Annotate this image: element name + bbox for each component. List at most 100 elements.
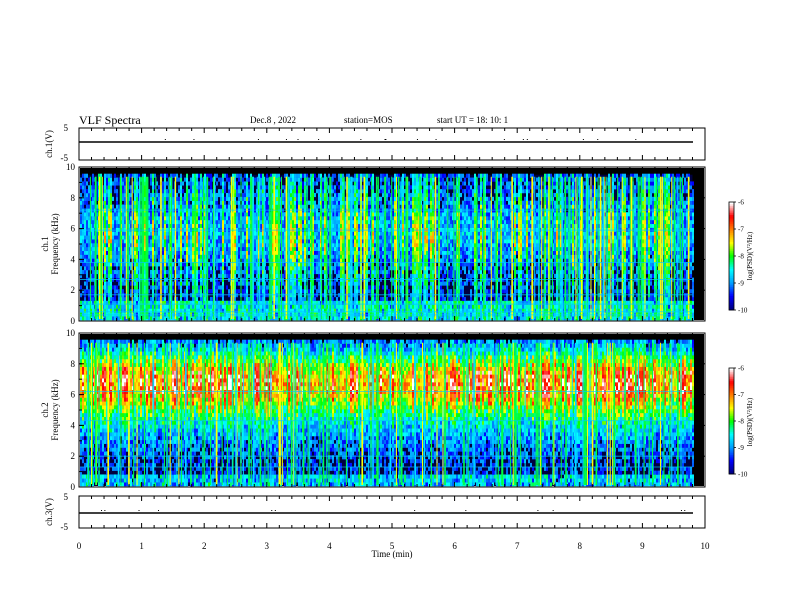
spec-cell xyxy=(104,289,106,294)
spec-cell xyxy=(276,312,278,317)
spec-cell xyxy=(180,235,182,240)
spec-cell xyxy=(186,212,188,217)
spec-cell xyxy=(224,269,226,275)
spec-cell xyxy=(84,181,86,186)
spec-cell xyxy=(186,227,188,232)
spec-cell xyxy=(200,258,202,263)
spec-cell xyxy=(148,219,150,225)
spec-cell xyxy=(358,192,360,198)
spec-cell xyxy=(178,254,180,259)
spec-cell xyxy=(228,200,230,205)
spec-cell xyxy=(314,269,316,275)
spec-cell xyxy=(180,254,182,259)
spec-cell xyxy=(126,235,128,240)
spec-cell xyxy=(112,243,114,248)
spec-cell xyxy=(238,177,240,182)
spec-cell xyxy=(124,266,126,271)
spec-cell xyxy=(334,289,336,294)
spec-cell xyxy=(260,200,262,205)
spec-cell xyxy=(178,250,180,255)
spec-cell xyxy=(104,246,106,251)
spec-cell xyxy=(178,219,180,225)
spec-cell xyxy=(86,235,88,240)
spec-cell xyxy=(200,189,202,194)
spec-cell xyxy=(276,204,278,209)
spec-cell xyxy=(222,296,224,302)
spec-cell xyxy=(148,231,150,236)
spec-cell xyxy=(294,200,296,205)
spec-cell xyxy=(242,316,244,321)
spec-cell xyxy=(196,181,198,186)
spec-cell xyxy=(366,285,368,290)
spec-cell xyxy=(338,219,340,225)
spec-cell xyxy=(178,177,180,182)
spec-cell xyxy=(102,269,104,275)
spec-cell xyxy=(182,269,184,275)
ch1-ytick-bottom: -5 xyxy=(61,153,69,163)
spec-cell xyxy=(118,216,120,221)
spec-cell xyxy=(216,181,218,186)
spec-cell xyxy=(154,223,156,228)
spec-cell xyxy=(128,185,130,190)
spec-cell xyxy=(248,177,250,182)
spec-cell xyxy=(156,289,158,294)
spec-cell xyxy=(114,189,116,194)
spec-cell xyxy=(354,296,356,302)
spec-cell xyxy=(112,204,114,209)
spec-cell xyxy=(296,185,298,190)
spec-cell xyxy=(110,300,112,305)
spec-cell xyxy=(116,269,118,275)
spec-cell xyxy=(86,300,88,305)
spec-cell xyxy=(156,204,158,209)
spec-cell xyxy=(164,312,166,317)
spec-cell xyxy=(152,262,154,267)
spec-cell xyxy=(342,181,344,186)
spec-cell xyxy=(296,250,298,255)
spec-cell xyxy=(106,189,108,194)
spec-cell xyxy=(130,223,132,228)
spec-cell xyxy=(196,250,198,255)
spec-cell xyxy=(200,196,202,201)
spec-cell xyxy=(122,239,124,244)
spec-cell xyxy=(88,258,90,263)
spec-cell xyxy=(84,281,86,286)
spec-cell xyxy=(228,289,230,294)
spec-cell xyxy=(340,258,342,263)
spec-cell xyxy=(162,212,164,217)
spec-cell xyxy=(292,243,294,248)
spec-cell xyxy=(296,200,298,205)
spec-cell xyxy=(228,312,230,317)
spec-cell xyxy=(292,227,294,232)
spec-cell xyxy=(114,316,116,321)
spec-cell xyxy=(134,231,136,236)
spec-cell xyxy=(134,262,136,267)
spec-cell xyxy=(130,308,132,313)
spec-cell xyxy=(292,235,294,240)
spec-cell xyxy=(126,239,128,244)
spec-cell xyxy=(248,296,250,302)
spec-cell xyxy=(290,189,292,194)
spec-cell xyxy=(132,258,134,263)
spec-cell xyxy=(314,250,316,255)
spec-cell xyxy=(246,219,248,225)
spec-cell xyxy=(216,212,218,217)
spec-cell xyxy=(144,173,146,178)
spec-cell xyxy=(162,223,164,228)
spec-cell xyxy=(366,219,368,225)
spec-cell xyxy=(188,254,190,259)
spec-cell xyxy=(176,296,178,302)
spec-cell xyxy=(122,192,124,198)
spec-cell xyxy=(366,212,368,217)
spec-cell xyxy=(158,254,160,259)
spec-cell xyxy=(82,219,84,225)
spec-cell xyxy=(126,258,128,263)
spec-cell xyxy=(108,273,110,278)
spec-cell xyxy=(102,304,104,309)
spec-cell xyxy=(266,227,268,232)
spec-cell xyxy=(254,312,256,317)
spec-cell xyxy=(244,269,246,275)
spec-cell xyxy=(122,212,124,217)
spec-cell xyxy=(276,266,278,271)
spec-cell xyxy=(248,185,250,190)
spec-cell xyxy=(116,212,118,217)
